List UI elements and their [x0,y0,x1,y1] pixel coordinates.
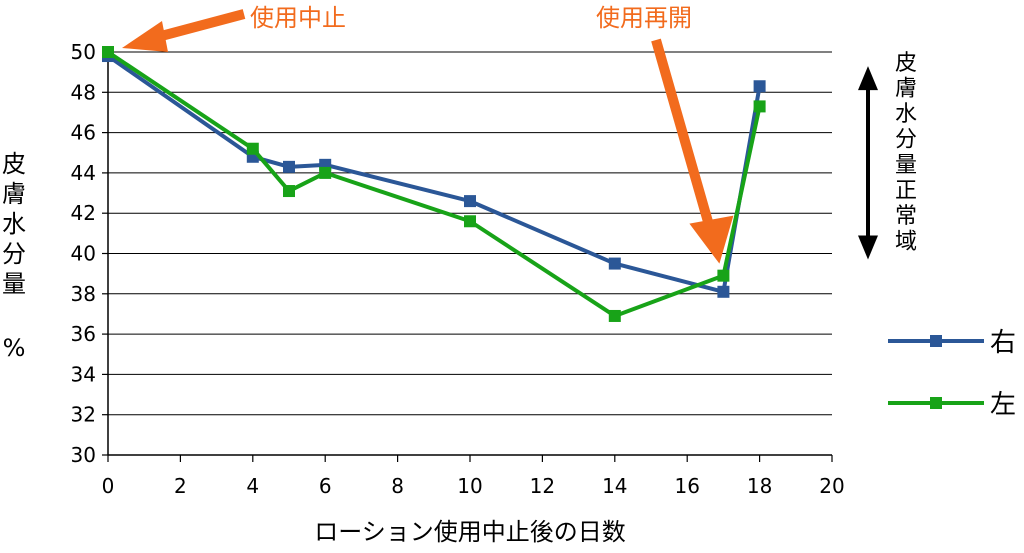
x-tick-label: 20 [819,474,844,498]
data-point [608,309,621,322]
annotations: 使用中止 使用再開 [122,4,734,264]
x-tick-label: 14 [602,474,627,498]
data-point [319,166,332,179]
y-tick-label: 50 [71,40,96,64]
y-axis-title-char: 水 [2,210,26,238]
series-line-2 [106,50,762,318]
data-point [283,185,295,198]
range-label-char: 域 [895,230,917,255]
series-layer [102,46,766,322]
annotation-stop-label: 使用中止 [250,4,346,32]
y-tick-label: 40 [71,242,96,266]
y-tick-label: 34 [71,362,96,386]
data-point [464,195,476,208]
annotation-resume-arrow-head [689,215,734,264]
legend-marker [930,335,942,347]
x-tick-label: 6 [319,474,332,498]
y-tick-label: 38 [71,282,96,306]
annotation-resume-label: 使用再開 [596,4,692,32]
annotation-resume-arrow-shaft [651,38,717,236]
legend-label: 右 [990,328,1016,358]
data-point [246,150,259,163]
x-tick-label: 0 [102,474,115,498]
data-point [608,257,621,270]
range-label-char: 常 [895,204,917,229]
axes [107,52,832,456]
data-point [464,215,476,228]
y-tick-label: 46 [71,121,96,145]
x-tick-label: 16 [674,474,699,498]
annotation-stop-arrow-shaft [148,9,246,44]
y-tick-label: 32 [71,403,96,427]
y-tick-label: 30 [71,443,96,467]
x-tick-label: 10 [457,474,482,498]
legend-marker [930,397,942,409]
y-tick-label: 48 [71,80,96,104]
x-axis-title: ローション使用中止後の日数 [314,518,626,546]
range-arrow-top [858,66,878,91]
range-label-char: 正 [895,179,917,204]
legend: 右左 [888,328,1016,420]
range-label-char: 量 [895,153,917,178]
data-point [753,100,766,113]
data-point [246,142,259,155]
annotation-stop-arrow-head [122,21,168,52]
x-tick-label: 4 [246,474,259,498]
y-axis-unit: % [3,334,26,362]
range-label-char: 水 [895,102,917,127]
y-tick-label: 42 [71,201,96,225]
range-label-char: 膚 [895,77,917,102]
data-point [753,80,766,93]
legend-label: 左 [990,390,1016,420]
y-axis-title-char: 膚 [2,180,26,208]
x-tick-label: 2 [174,474,187,498]
y-axis-title-char: 分 [2,240,26,268]
range-label-char: 皮 [895,51,917,76]
data-point [717,269,730,282]
range-arrow-bottom [858,235,878,260]
data-point [717,285,730,298]
y-tick-label: 44 [71,161,96,185]
grid-lines [102,51,833,462]
x-tick-labels: 0 2 4 6 8 10 12 14 16 18 20 [102,474,845,498]
range-label-char: 分 [895,128,917,153]
y-axis-title-char: 量 [2,270,26,298]
series-line-1 [106,54,762,294]
x-tick-label: 8 [391,474,404,498]
y-axis-title-char: 皮 [2,150,26,178]
x-tick-label: 18 [747,474,772,498]
data-point [102,46,114,58]
x-tick-label: 12 [530,474,555,498]
data-point [283,160,295,173]
y-tick-label: 36 [71,322,96,346]
y-tick-labels: 30 32 34 36 38 40 42 44 46 48 50 [71,40,96,467]
